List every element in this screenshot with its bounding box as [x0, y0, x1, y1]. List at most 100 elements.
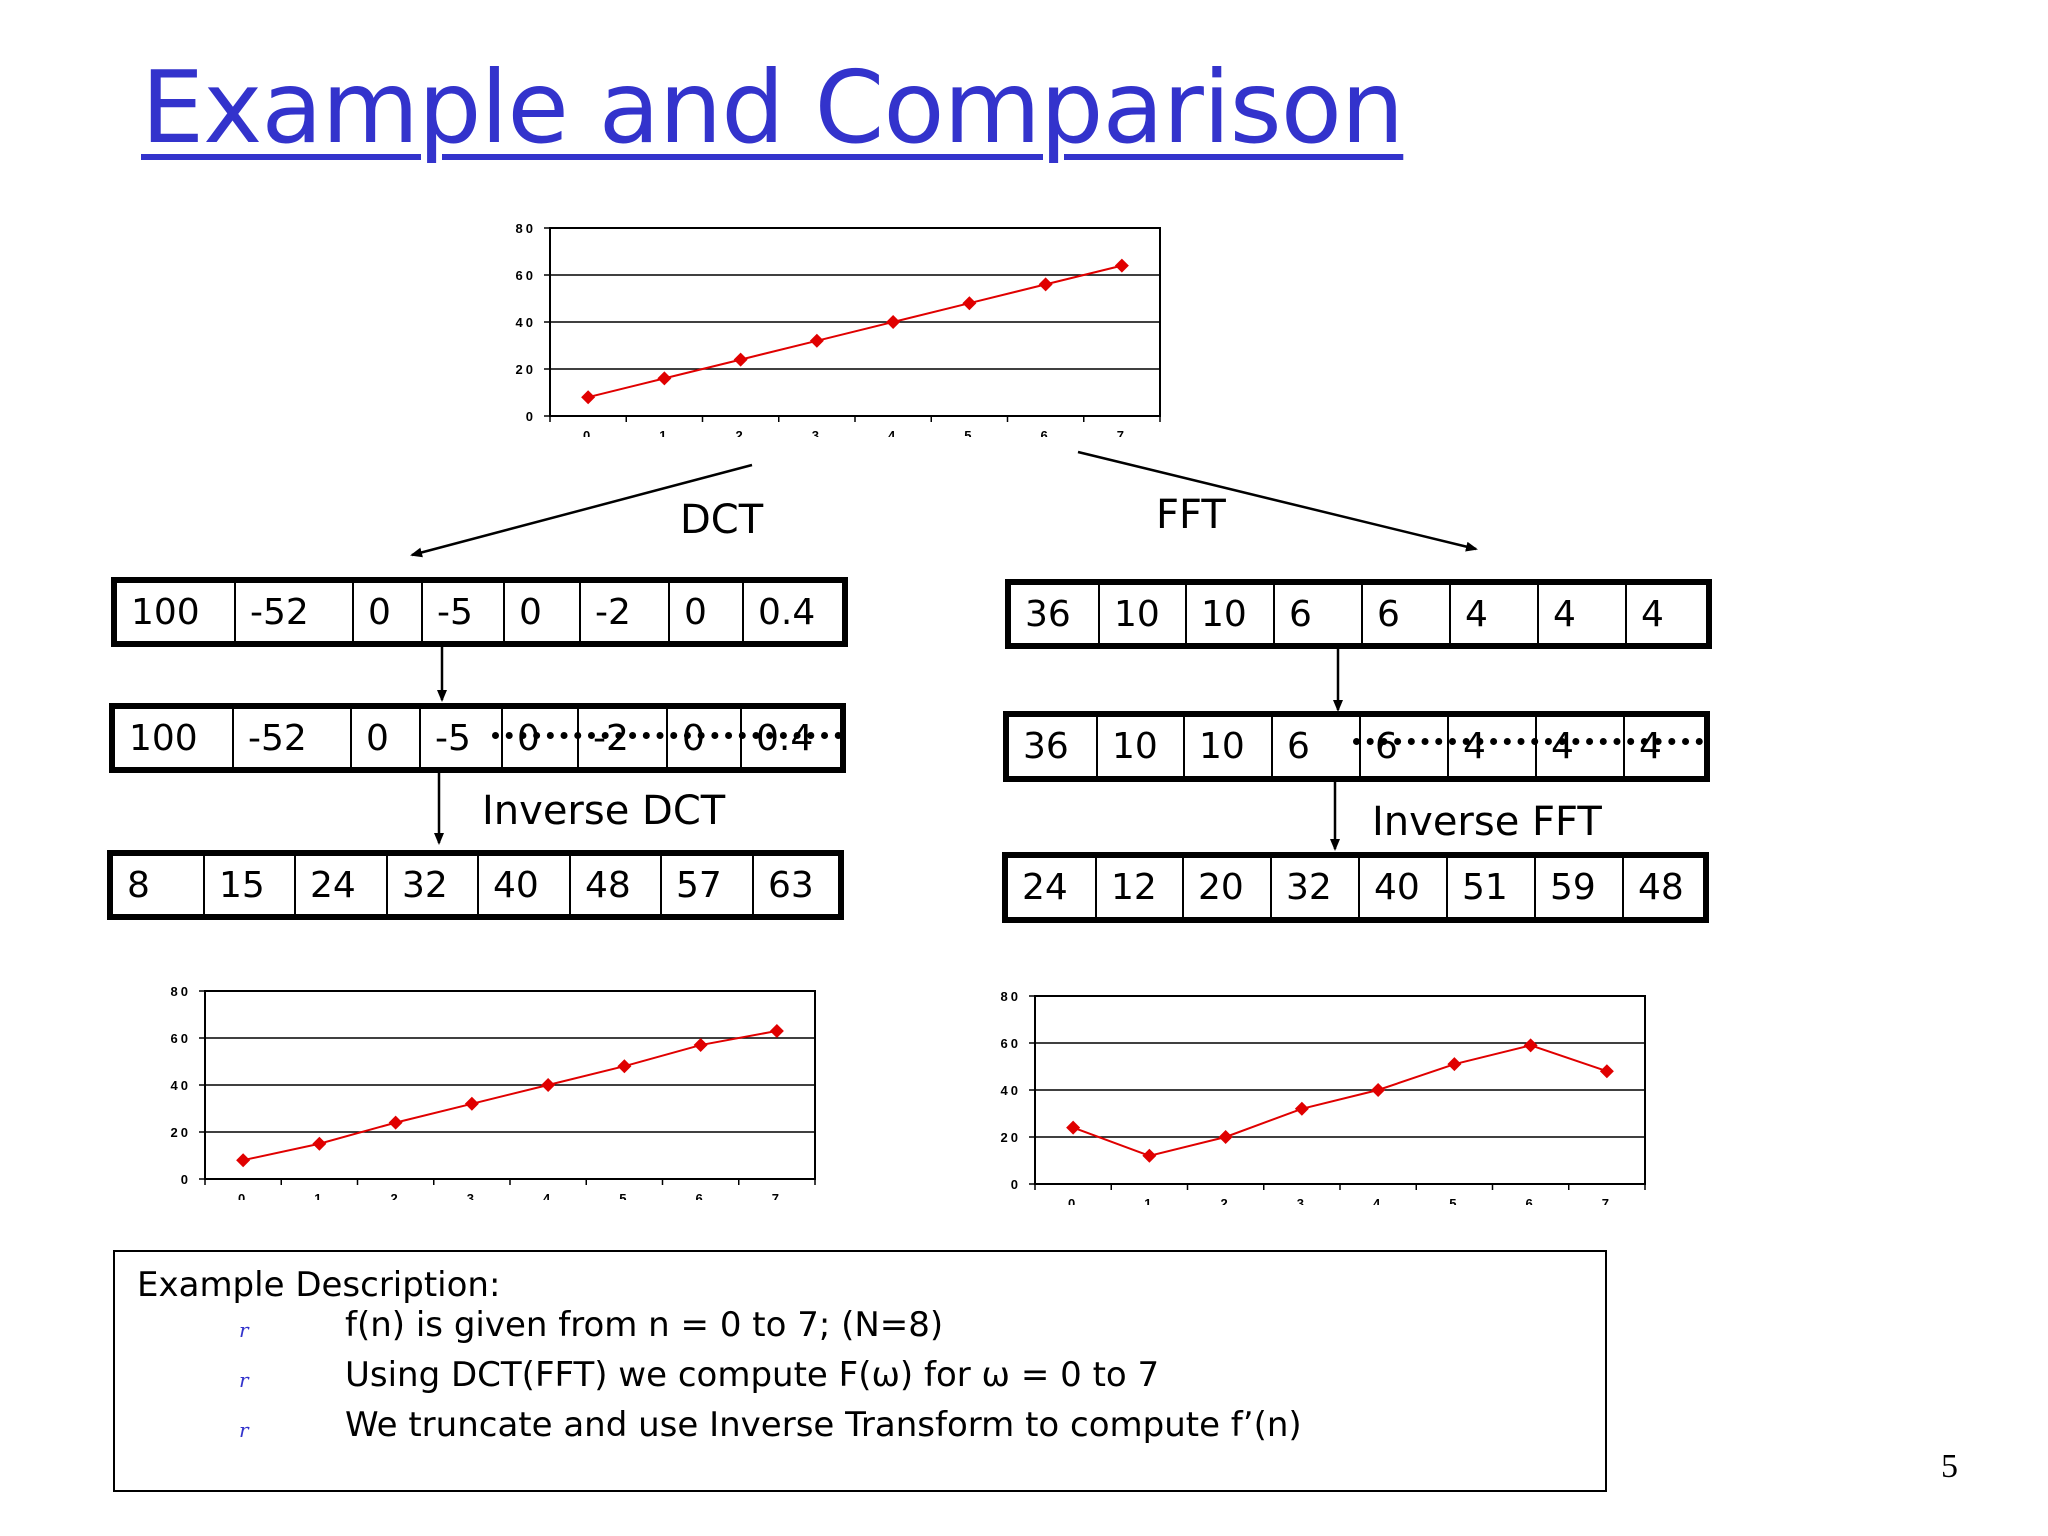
dct-branch-arrow: [410, 463, 753, 558]
dct-trunc-cell: -5: [421, 709, 503, 767]
fft-recon-cell: 24: [1008, 858, 1097, 917]
x-tick-label: 4: [543, 1191, 553, 1200]
dct-recon-cell: 15: [205, 856, 296, 914]
x-tick-label: 1: [659, 428, 669, 437]
x-tick-label: 7: [1117, 428, 1127, 437]
x-tick-label: 3: [1297, 1196, 1307, 1205]
x-tick-label: 6: [1526, 1196, 1536, 1205]
data-point: [1447, 1057, 1462, 1072]
fft-trunc-cell: 4: [1639, 726, 1662, 767]
data-point: [1523, 1038, 1538, 1053]
x-tick-label: 2: [736, 428, 746, 437]
x-tick-label: 6: [1041, 428, 1051, 437]
description-heading: Example Description:: [137, 1265, 501, 1305]
data-point: [809, 333, 824, 348]
fft-recon-cell: 51: [1448, 858, 1536, 917]
fft-coef-cell: 6: [1275, 585, 1363, 643]
fft-coef-cell: 6: [1363, 585, 1451, 643]
fft-trunc-cell: 4: [1537, 717, 1625, 776]
y-tick-label: 80: [171, 984, 191, 999]
y-tick-label: 80: [516, 221, 536, 236]
dct-recon-cell: 48: [571, 856, 662, 914]
y-tick-label: 20: [1001, 1130, 1021, 1145]
page-number: 5: [1941, 1448, 1958, 1485]
data-point: [1038, 277, 1053, 292]
dct-trunc-cell: 0: [352, 709, 421, 767]
slide-title: Example and Comparison: [141, 49, 1404, 166]
fft-trunc-cell: 10: [1098, 717, 1185, 776]
x-tick-label: 2: [1221, 1196, 1231, 1205]
bullet-icon: r: [239, 1368, 249, 1392]
x-tick-label: 0: [583, 428, 593, 437]
data-point: [1599, 1064, 1614, 1079]
fft-recon-cell: 59: [1536, 858, 1624, 917]
list-item: r Using DCT(FFT) we compute F(ω) for ω =…: [115, 1358, 1605, 1402]
dct-coef-cell: 100: [117, 583, 236, 641]
data-point: [388, 1115, 403, 1130]
fft-recon-cell: 32: [1272, 858, 1360, 917]
y-tick-label: 60: [171, 1031, 191, 1046]
fft-coefficients-row: 36 10 10 6 6 4 4 4: [1005, 579, 1712, 649]
dct-recon-cell: 57: [662, 856, 754, 914]
y-tick-label: 20: [516, 362, 536, 377]
data-point: [541, 1078, 556, 1092]
description-item-text: f(n) is given from n = 0 to 7; (N=8): [345, 1305, 944, 1345]
bullet-icon: r: [239, 1318, 249, 1342]
fft-trunc-cell: 4: [1449, 717, 1537, 776]
x-tick-label: 1: [1144, 1196, 1154, 1205]
data-point: [733, 352, 748, 367]
dct-recon-cell: 24: [296, 856, 388, 914]
y-tick-label: 40: [1001, 1083, 1021, 1098]
data-point: [1218, 1130, 1233, 1144]
data-point: [1371, 1083, 1386, 1097]
x-tick-label: 0: [1068, 1196, 1078, 1205]
fft-trunc-cell: 10: [1185, 717, 1273, 776]
x-tick-label: 0: [238, 1191, 248, 1200]
x-tick-label: 2: [391, 1191, 401, 1200]
y-tick-label: 60: [516, 268, 536, 283]
fft-branch-arrow: [1077, 450, 1478, 552]
data-point: [581, 390, 596, 405]
dct-coef-cell: -52: [236, 583, 354, 641]
x-tick-label: 5: [964, 428, 974, 437]
inverse-fft-label: Inverse FFT: [1372, 799, 1602, 845]
fft-coef-cell: 4: [1641, 593, 1664, 635]
list-item: r f(n) is given from n = 0 to 7; (N=8): [115, 1308, 1605, 1352]
data-point: [693, 1038, 708, 1053]
dct-trunc-cell: 100: [115, 709, 234, 767]
fft-recon-cell: 40: [1360, 858, 1448, 917]
data-point: [236, 1153, 251, 1168]
y-tick-label: 80: [1001, 989, 1021, 1004]
x-tick-label: 4: [888, 428, 898, 437]
fft-recon-cell: 48: [1638, 867, 1684, 908]
dct-coef-cell: -5: [423, 583, 505, 641]
x-tick-label: 7: [1602, 1196, 1612, 1205]
dct-label: DCT: [680, 497, 764, 543]
fft-recon-cell: 12: [1097, 858, 1184, 917]
fft-reconstructed-row: 24 12 20 32 40 51 59 48: [1002, 852, 1709, 923]
dct-recon-cell: 40: [479, 856, 571, 914]
dct-recon-cell: 63: [768, 864, 814, 906]
fft-coef-cell: 4: [1539, 585, 1627, 643]
data-point: [312, 1136, 327, 1151]
fft-coef-cell: 10: [1100, 585, 1187, 643]
data-point: [657, 371, 672, 386]
y-tick-label: 0: [1011, 1177, 1021, 1192]
x-tick-label: 1: [314, 1191, 324, 1200]
x-tick-label: 5: [1449, 1196, 1459, 1205]
y-tick-label: 0: [181, 1172, 191, 1187]
chart-inverse-fft: 0 20 40 60 80 0 1 2 3 4 5 6 7: [980, 980, 1660, 1205]
dct-coef-cell: -2: [581, 583, 670, 641]
dct-trunc-cell: -52: [234, 709, 352, 767]
y-tick-label: 0: [526, 409, 536, 424]
fft-coef-cell: 36: [1011, 585, 1100, 643]
x-tick-label: 6: [696, 1191, 706, 1200]
fft-label: FFT: [1156, 492, 1226, 538]
data-point: [1114, 258, 1129, 273]
dct-coef-cell: 0: [505, 583, 581, 641]
inverse-dct-label: Inverse DCT: [482, 788, 726, 834]
dct-coef-cell: 0.4: [758, 591, 816, 633]
series-line: [1072, 1044, 1608, 1157]
list-item: r We truncate and use Inverse Transform …: [115, 1408, 1605, 1452]
